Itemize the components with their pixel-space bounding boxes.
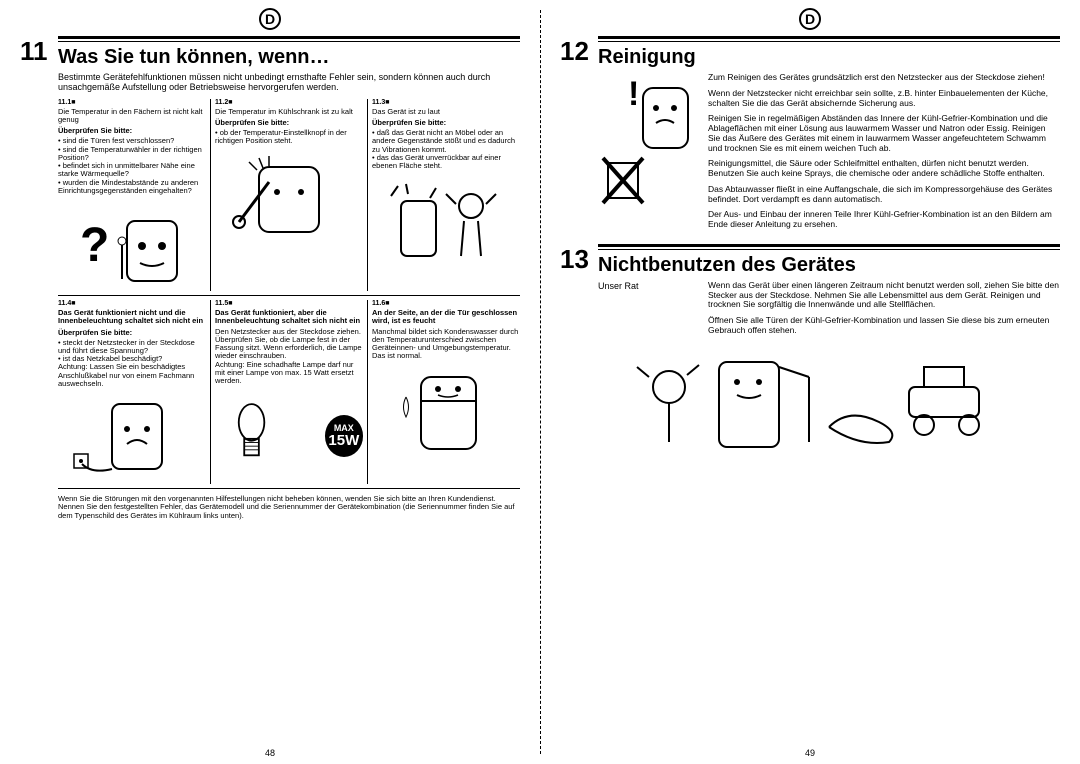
para: Das Abtauwasser fließt in eine Auffangsc…: [708, 185, 1060, 205]
page-number: 48: [265, 748, 275, 758]
check-label: Überprüfen Sie bitte:: [58, 126, 206, 135]
item-number: 11.3■: [372, 99, 520, 106]
footer-text: Wenn Sie die Störungen mit den vorgenann…: [58, 495, 520, 520]
section-12: 12 Reinigung !: [560, 36, 1060, 236]
col-11-3: 11.3■ Das Gerät ist zu laut Überprüfen S…: [372, 99, 520, 291]
max-15w-icon: MAX 15W: [325, 415, 363, 457]
item-number: 11.4■: [58, 300, 206, 307]
section-11: 11 Was Sie tun können, wenn… Bestimmte G…: [20, 36, 520, 520]
illustration-bulb: MAX 15W: [215, 391, 363, 481]
para: Reinigungsmittel, die Säure oder Schleif…: [708, 159, 1060, 179]
col-11-2: 11.2■ Die Temperatur im Kühlschrank ist …: [215, 99, 368, 291]
item-heading: Das Gerät ist zu laut: [372, 108, 520, 116]
page-right: D 12 Reinigung !: [540, 0, 1080, 764]
check-label: Überprüfen Sie bitte:: [372, 118, 520, 127]
svg-text:!: !: [628, 75, 639, 113]
illustration-condensation: [372, 367, 520, 457]
cleaning-text: Zum Reinigen des Gerätes grundsätzlich e…: [708, 73, 1060, 236]
nonuse-text: Wenn das Gerät über einen längeren Zeitr…: [708, 281, 1060, 342]
item-number: 11.6■: [372, 300, 520, 307]
item-heading: Die Temperatur im Kühlschrank ist zu kal…: [215, 108, 363, 116]
page-number: 49: [805, 748, 815, 758]
item-heading: Die Temperatur in den Fächern ist nicht …: [58, 108, 206, 125]
rule: [598, 36, 1060, 39]
svg-text:?: ?: [80, 219, 109, 272]
item-body: • sind die Türen fest verschlossen? • si…: [58, 137, 206, 195]
col-11-4: 11.4■ Das Gerät funktioniert nicht und d…: [58, 300, 211, 484]
rule: [598, 244, 1060, 247]
item-heading: Das Gerät funktioniert, aber die Innenbe…: [215, 309, 363, 326]
illustration-plug: [58, 394, 206, 484]
para: Zum Reinigen des Gerätes grundsätzlich e…: [708, 73, 1060, 83]
item-heading: An der Seite, an der die Tür geschlossen…: [372, 309, 520, 326]
item-number: 11.2■: [215, 99, 363, 106]
illustration-thermometer: [215, 152, 363, 242]
section-number: 13: [560, 244, 592, 275]
para: Wenn der Netzstecker nicht erreichbar se…: [708, 89, 1060, 109]
item-body: • daß das Gerät nicht an Möbel oder an a…: [372, 129, 520, 170]
row-2: 11.4■ Das Gerät funktioniert nicht und d…: [58, 300, 520, 484]
section-number: 11: [20, 36, 52, 67]
para: Öffnen Sie alle Türen der Kühl-Gefrier-K…: [708, 316, 1060, 336]
illustration-question: ?: [58, 201, 206, 291]
section-13: 13 Nichtbenutzen des Gerätes Unser Rat W…: [560, 244, 1060, 462]
item-number: 11.5■: [215, 300, 363, 307]
col-11-1: 11.1■ Die Temperatur in den Fächern ist …: [58, 99, 211, 291]
rule: [58, 36, 520, 39]
vacation-illustration: [598, 342, 1060, 462]
para: Wenn das Gerät über einen längeren Zeitr…: [708, 281, 1060, 310]
col-11-5: 11.5■ Das Gerät funktioniert, aber die I…: [215, 300, 368, 484]
illustration-noise: [372, 176, 520, 266]
para: Der Aus- und Einbau der inneren Teile Ih…: [708, 210, 1060, 230]
hint-label: Unser Rat: [598, 281, 698, 342]
cleaning-illustration: !: [598, 73, 698, 236]
item-number: 11.1■: [58, 99, 206, 106]
item-body: Manchmal bildet sich Kondenswasser durch…: [372, 328, 520, 361]
intro-text: Bestimmte Gerätefehlfunktionen müssen ni…: [58, 73, 520, 93]
lang-mark: D: [799, 8, 821, 30]
row-1: 11.1■ Die Temperatur in den Fächern ist …: [58, 99, 520, 291]
section-title: Nichtbenutzen des Gerätes: [598, 254, 1060, 277]
lang-mark: D: [259, 8, 281, 30]
item-body: • steckt der Netzstecker in der Steckdos…: [58, 339, 206, 389]
item-body: • ob der Temperatur-Einstellknopf in der…: [215, 129, 363, 146]
page-left: D 11 Was Sie tun können, wenn… Bestimmte…: [0, 0, 540, 764]
item-body: Den Netzstecker aus der Steckdose ziehen…: [215, 328, 363, 386]
item-heading: Das Gerät funktioniert nicht und die Inn…: [58, 309, 206, 326]
section-title: Reinigung: [598, 46, 1060, 69]
max-watt: 15W: [328, 433, 359, 448]
para: Reinigen Sie in regelmäßigen Abständen d…: [708, 114, 1060, 153]
check-label: Überprüfen Sie bitte:: [58, 328, 206, 337]
col-11-6: 11.6■ An der Seite, an der die Tür gesch…: [372, 300, 520, 484]
section-title: Was Sie tun können, wenn…: [58, 46, 520, 69]
section-number: 12: [560, 36, 592, 67]
check-label: Überprüfen Sie bitte:: [215, 118, 363, 127]
